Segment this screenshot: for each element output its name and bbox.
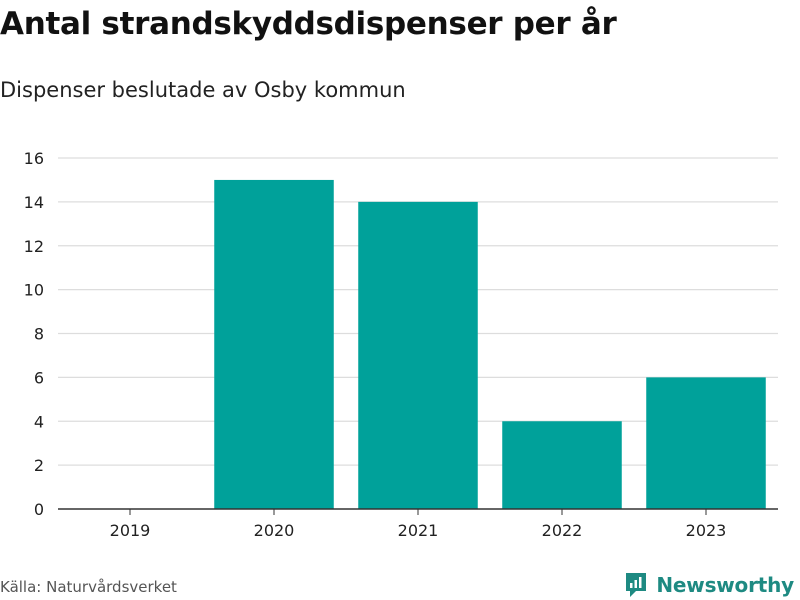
x-tick-label: 2020 [254,521,295,540]
chart-subtitle: Dispenser beslutade av Osby kommun [0,78,406,102]
y-tick-labels: 0 2 4 6 8 10 12 14 16 [24,149,44,519]
y-tick-label: 4 [34,412,44,431]
x-tick-label: 2022 [542,521,583,540]
newsworthy-logo-icon [626,573,647,597]
x-tick-label: 2021 [398,521,439,540]
y-tick-label: 12 [24,237,44,256]
y-tick-label: 16 [24,149,44,168]
y-tick-label: 14 [24,193,44,212]
y-tick-label: 0 [34,500,44,519]
chart-title: Antal strandskyddsdispenser per år [0,6,617,42]
brand-name: Newsworthy [656,573,794,597]
source-note: Källa: Naturvårdsverket [0,578,177,596]
y-tick-label: 6 [34,368,44,387]
brand-logo[interactable]: Newsworthy [624,570,794,600]
y-tick-label: 2 [34,456,44,475]
bar-2022 [502,421,622,509]
bar-chart: 0 2 4 6 8 10 12 14 16 2019 2020 2021 2022 2023 [24,149,778,540]
x-tick-label: 2019 [110,521,151,540]
bar-2023 [646,377,766,509]
x-axis [58,508,778,515]
x-tick-label: 2023 [686,521,727,540]
bars [214,179,766,509]
bar-2020 [214,179,334,509]
y-tick-label: 8 [34,325,44,344]
x-tick-labels: 2019 2020 2021 2022 2023 [110,521,727,540]
y-tick-label: 10 [24,281,44,300]
bar-2021 [358,201,478,509]
